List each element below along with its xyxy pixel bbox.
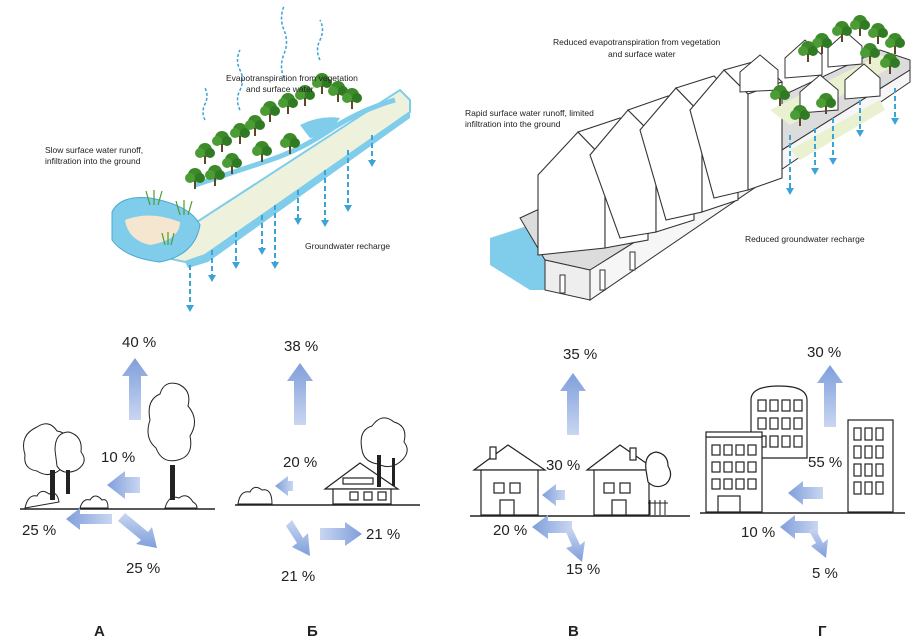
tl-evap-label-line2: and surface water (246, 84, 314, 94)
tl-runoff-label-line2: infiltration into the ground (45, 156, 141, 166)
panel-c-letter: В (568, 623, 579, 640)
panel-b-letter: Б (307, 623, 318, 640)
panel-c-shallow-value: 20 % (493, 522, 527, 539)
urban-landscape-illustration (490, 15, 911, 301)
panel-d-deep-value: 5 % (812, 565, 838, 582)
tr-runoff-label-line2: infiltration into the ground (465, 119, 561, 129)
panel-a-runoff-value: 10 % (101, 449, 135, 466)
tr-evap-label-line2: and surface water (608, 49, 676, 59)
panel-d-letter: Г (818, 623, 827, 640)
tl-recharge-label: Groundwater recharge (305, 241, 390, 251)
panel-d-shallow-value: 10 % (741, 524, 775, 541)
panel-b-evap-value: 38 % (284, 338, 318, 355)
panel-c-runoff-value: 30 % (546, 457, 580, 474)
panel-a-shallow-value: 25 % (22, 522, 56, 539)
panel-c-evap-value: 35 % (563, 346, 597, 363)
panel-a (20, 358, 215, 548)
panel-b-shallow-value: 21 % (366, 526, 400, 543)
panel-d (700, 365, 905, 558)
tr-recharge-label: Reduced groundwater recharge (745, 234, 865, 244)
panel-a-evap-value: 40 % (122, 334, 156, 351)
panel-c-deep-value: 15 % (566, 561, 600, 578)
tr-evap-label-line1: Reduced evapotranspiration from vegetati… (553, 37, 721, 47)
panel-b-deep-value: 21 % (281, 568, 315, 585)
panel-a-letter: А (94, 623, 105, 640)
panel-b-runoff-value: 20 % (283, 454, 317, 471)
tl-evap-label-line1: Evapotranspiration from vegetation (226, 73, 358, 83)
tr-runoff-label-line1: Rapid surface water runoff, limited (465, 108, 594, 118)
tl-runoff-label-line1: Slow surface water runoff, (45, 145, 143, 155)
panel-b (235, 363, 420, 556)
panel-c (470, 373, 690, 562)
panel-d-evap-value: 30 % (807, 344, 841, 361)
panel-d-runoff-value: 55 % (808, 454, 842, 471)
natural-landscape-illustration (111, 5, 411, 312)
panel-a-deep-value: 25 % (126, 560, 160, 577)
